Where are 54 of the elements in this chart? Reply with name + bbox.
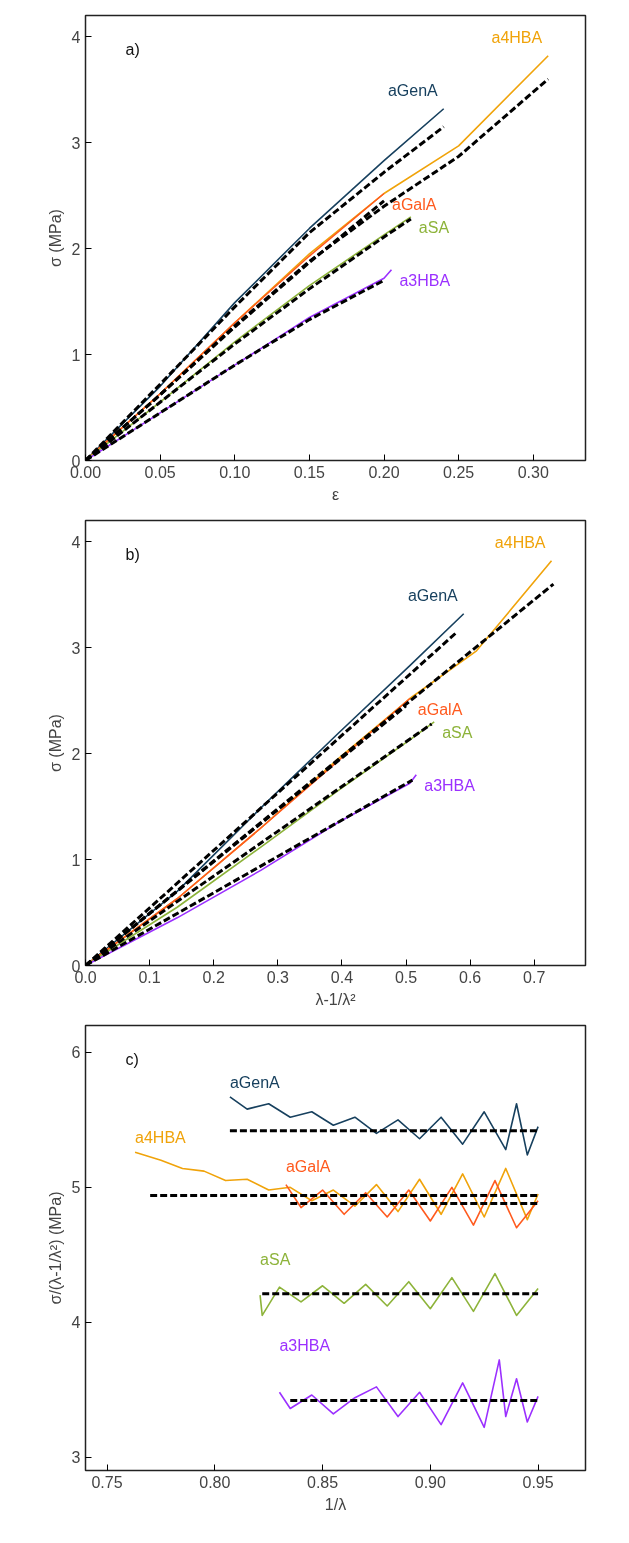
y-tick-label: 6 [71, 1044, 81, 1062]
series-label: aGenA [407, 586, 459, 604]
x-tick-label: 0.10 [219, 463, 251, 481]
x-tick-label: 0.80 [199, 1473, 231, 1491]
x-tick-label: 0.1 [138, 968, 161, 986]
series-label: aSA [260, 1250, 291, 1268]
annotation: b) [125, 545, 140, 563]
y-tick-label: 4 [71, 28, 81, 46]
y-tick-label: 1 [71, 346, 81, 364]
series-label: a4HBA [135, 1129, 187, 1147]
x-tick-label: 0.75 [91, 1473, 123, 1491]
series-label: aGalA [392, 195, 437, 213]
x-tick-label: 0.30 [517, 463, 549, 481]
series-label: aGenA [387, 81, 439, 99]
x-tick-label: 0.20 [368, 463, 400, 481]
y-tick-label: 5 [71, 1179, 81, 1197]
x-tick-label: 0.95 [522, 1473, 554, 1491]
y-tick-label: 2 [71, 240, 81, 258]
annotation: c) [125, 1050, 139, 1068]
series-label: aGenA [229, 1073, 281, 1091]
y-axis-title: σ (MPa) [46, 714, 64, 772]
annotation: a) [125, 40, 140, 58]
x-tick-label: 0.7 [523, 968, 546, 986]
y-tick-label: 2 [71, 745, 81, 763]
x-tick-label: 0.05 [144, 463, 176, 481]
x-tick-label: 0.85 [307, 1473, 339, 1491]
x-tick-label: 0.15 [293, 463, 326, 481]
x-tick-label: 0.90 [414, 1473, 446, 1491]
x-axis-title: λ-1/λ² [315, 990, 357, 1008]
y-tick-label: 3 [71, 1449, 81, 1467]
y-tick-label: 4 [71, 533, 81, 551]
x-tick-label: 0.5 [394, 968, 418, 986]
x-axis-title: ε [331, 485, 340, 503]
series-label: a4HBA [494, 533, 546, 551]
y-tick-label: 3 [71, 134, 81, 152]
y-tick-label: 4 [71, 1314, 81, 1332]
series-label: aSA [442, 723, 473, 741]
x-tick-label: 0.25 [443, 463, 475, 481]
y-tick-label: 3 [71, 639, 81, 657]
x-tick-label: 0.4 [330, 968, 354, 986]
series-label: a3HBA [424, 776, 476, 794]
y-axis-title: σ (MPa) [46, 209, 64, 267]
x-tick-label: 0.6 [458, 968, 482, 986]
y-axis-title: σ/(λ-1/λ²) (MPa) [46, 1191, 64, 1305]
y-tick-label: 1 [71, 851, 81, 869]
series-label: aGalA [285, 1157, 331, 1175]
text: a3HBA [279, 1336, 331, 1354]
series-label: aGalA [417, 700, 463, 718]
series-label: a4HBA [491, 28, 543, 46]
series-label: aSA [418, 218, 450, 236]
x-tick-label: 0.3 [266, 968, 290, 986]
x-tick-label: 0.2 [202, 968, 225, 986]
x-axis-title: 1/λ [324, 1495, 347, 1513]
series-label: a3HBA [399, 271, 451, 289]
